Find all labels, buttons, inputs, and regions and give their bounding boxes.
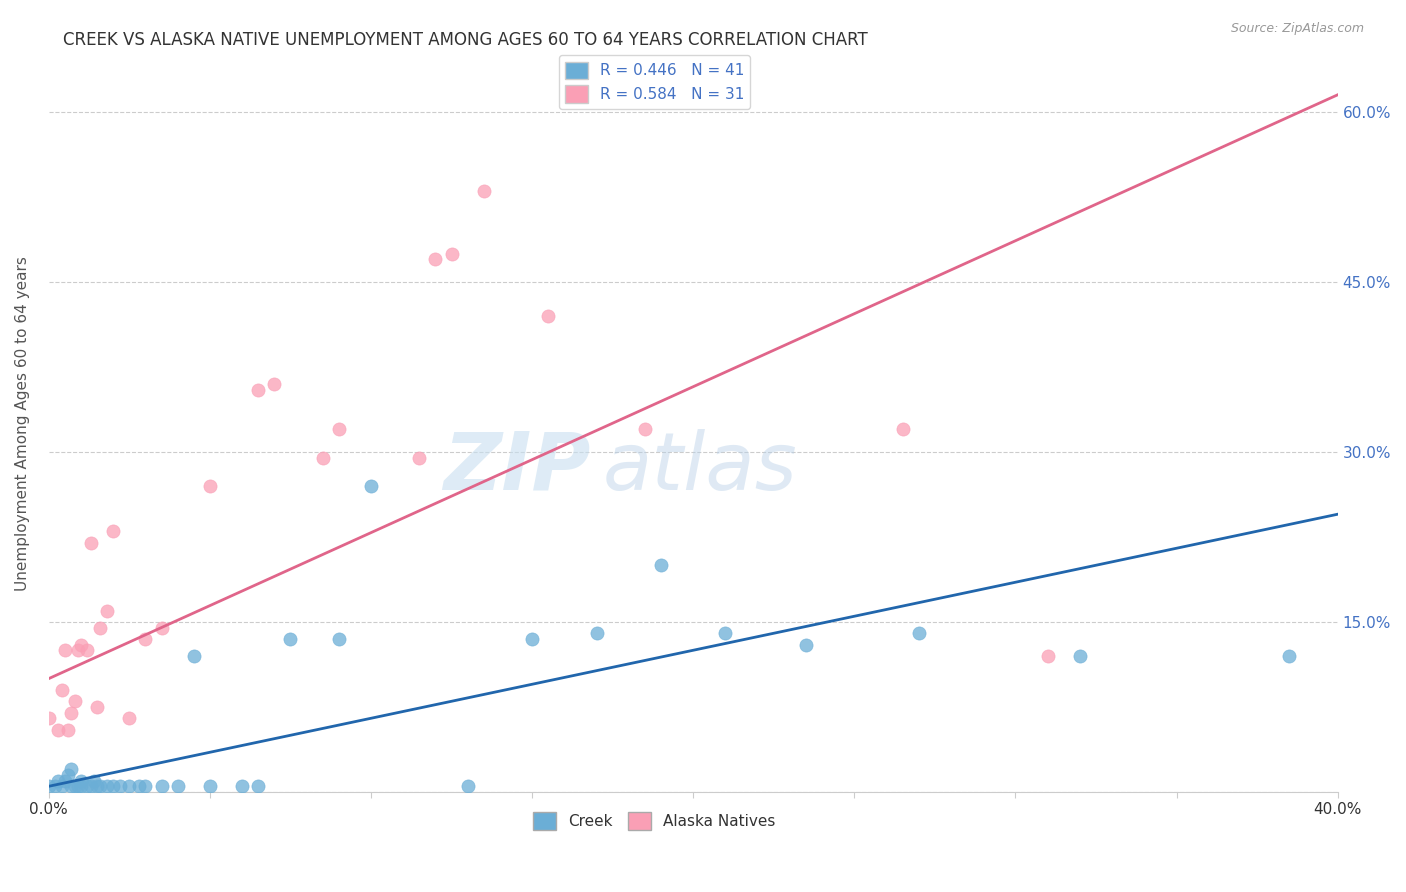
Point [198, 779, 221, 793]
Point [76, 779, 98, 793]
Point [794, 638, 817, 652]
Point [63, 779, 86, 793]
Point [247, 383, 270, 397]
Point [472, 184, 495, 198]
Text: atlas: atlas [603, 429, 797, 507]
Point [86, 779, 108, 793]
Point [108, 779, 131, 793]
Point [63, 694, 86, 708]
Point [48, 723, 70, 737]
Point [56, 768, 79, 782]
Point [51, 682, 73, 697]
Text: ZIP: ZIP [443, 429, 591, 507]
Point [103, 524, 125, 539]
Point [134, 779, 156, 793]
Point [60, 706, 83, 720]
Point [537, 309, 560, 323]
Point [60, 779, 83, 793]
Point [86, 700, 108, 714]
Point [150, 779, 173, 793]
Point [263, 376, 285, 391]
Point [70, 773, 93, 788]
Point [457, 779, 479, 793]
Point [907, 626, 929, 640]
Point [328, 632, 350, 646]
Point [585, 626, 607, 640]
Point [150, 621, 173, 635]
Point [56, 723, 79, 737]
Point [231, 779, 253, 793]
Text: Source: ZipAtlas.com: Source: ZipAtlas.com [1230, 22, 1364, 36]
Point [360, 479, 382, 493]
Point [891, 422, 914, 436]
Point [166, 779, 188, 793]
Point [83, 773, 105, 788]
Point [714, 626, 737, 640]
Point [440, 246, 463, 260]
Point [96, 779, 118, 793]
Point [408, 450, 430, 465]
Point [66, 779, 89, 793]
Point [53, 773, 76, 788]
Point [1069, 648, 1091, 663]
Point [650, 558, 672, 573]
Point [328, 422, 350, 436]
Point [134, 632, 156, 646]
Point [38, 711, 60, 725]
Point [70, 638, 93, 652]
Point [89, 779, 111, 793]
Point [70, 779, 93, 793]
Point [280, 632, 302, 646]
Point [51, 779, 73, 793]
Point [1036, 648, 1059, 663]
Point [96, 604, 118, 618]
Point [79, 535, 101, 549]
Point [79, 779, 101, 793]
Point [118, 711, 141, 725]
Text: CREEK VS ALASKA NATIVE UNEMPLOYMENT AMONG AGES 60 TO 64 YEARS CORRELATION CHART: CREEK VS ALASKA NATIVE UNEMPLOYMENT AMON… [63, 31, 868, 49]
Point [311, 450, 333, 465]
Point [247, 779, 270, 793]
Point [118, 779, 141, 793]
Point [128, 779, 150, 793]
Point [60, 762, 83, 776]
Point [89, 621, 111, 635]
Point [44, 779, 66, 793]
Y-axis label: Unemployment Among Ages 60 to 64 years: Unemployment Among Ages 60 to 64 years [15, 256, 30, 591]
Point [76, 643, 98, 657]
Point [103, 779, 125, 793]
Point [634, 422, 657, 436]
Point [53, 643, 76, 657]
Point [198, 479, 221, 493]
Point [183, 648, 205, 663]
Point [1278, 648, 1301, 663]
Point [38, 779, 60, 793]
Point [48, 773, 70, 788]
Point [520, 632, 543, 646]
Point [425, 252, 447, 267]
Point [66, 643, 89, 657]
Legend: Creek, Alaska Natives: Creek, Alaska Natives [527, 806, 782, 836]
